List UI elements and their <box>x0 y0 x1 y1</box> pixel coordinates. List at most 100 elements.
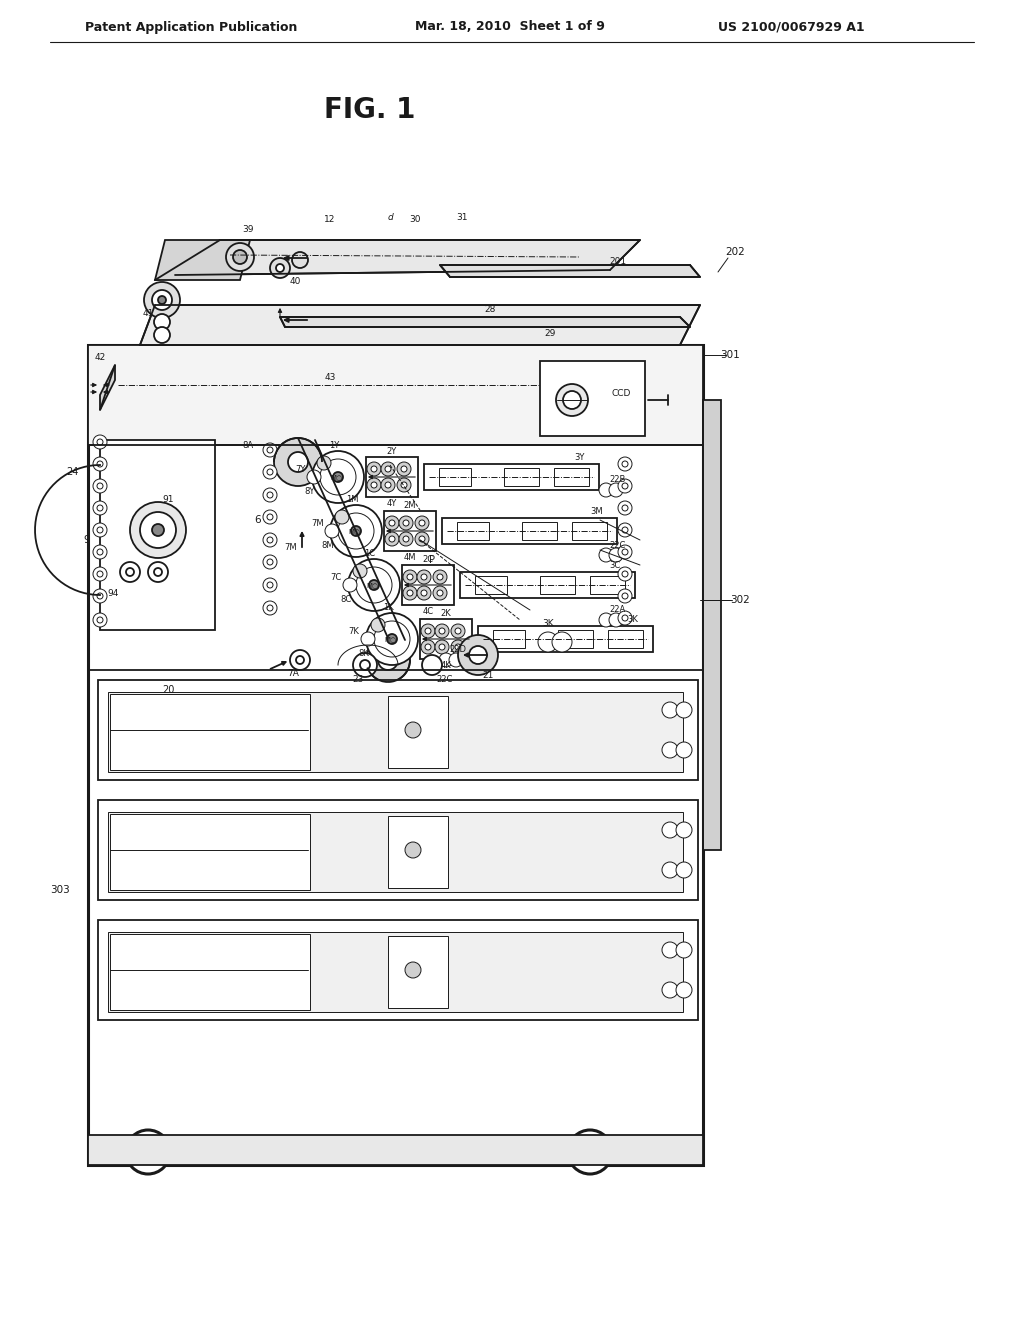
Circle shape <box>126 568 134 576</box>
Circle shape <box>371 466 377 473</box>
Circle shape <box>312 451 364 503</box>
Text: 30: 30 <box>410 215 421 224</box>
Circle shape <box>381 478 395 492</box>
Circle shape <box>458 635 498 675</box>
Text: 3Y: 3Y <box>573 453 584 462</box>
Circle shape <box>97 483 103 488</box>
Circle shape <box>369 579 379 590</box>
Text: 12: 12 <box>325 215 336 224</box>
Text: 20: 20 <box>162 685 174 696</box>
Circle shape <box>371 618 385 632</box>
Circle shape <box>415 532 429 546</box>
Circle shape <box>401 482 407 488</box>
Circle shape <box>618 502 632 515</box>
Text: M○: M○ <box>366 582 378 587</box>
Circle shape <box>97 549 103 554</box>
Polygon shape <box>140 305 700 345</box>
Bar <box>475 576 507 594</box>
Circle shape <box>360 660 370 671</box>
Circle shape <box>93 568 106 581</box>
Circle shape <box>330 506 382 557</box>
Circle shape <box>335 510 349 524</box>
Bar <box>366 457 418 498</box>
Circle shape <box>421 640 435 653</box>
Text: 1K: 1K <box>383 602 393 611</box>
Circle shape <box>421 624 435 638</box>
Bar <box>478 626 653 652</box>
Text: 41: 41 <box>142 309 154 318</box>
Circle shape <box>599 612 613 627</box>
Circle shape <box>618 479 632 492</box>
Circle shape <box>367 478 381 492</box>
Circle shape <box>406 962 421 978</box>
Circle shape <box>422 655 442 675</box>
Circle shape <box>469 645 487 664</box>
Text: 22D: 22D <box>450 645 467 655</box>
Circle shape <box>676 862 692 878</box>
Polygon shape <box>100 366 115 411</box>
Circle shape <box>152 290 172 310</box>
Circle shape <box>421 590 427 597</box>
Circle shape <box>374 620 410 657</box>
Circle shape <box>154 568 162 576</box>
Circle shape <box>437 574 443 579</box>
Circle shape <box>366 638 410 682</box>
Text: P: P <box>429 554 435 565</box>
Circle shape <box>622 615 628 620</box>
Circle shape <box>437 590 443 597</box>
Circle shape <box>451 624 465 638</box>
Bar <box>420 619 472 659</box>
Text: 1C: 1C <box>365 549 376 557</box>
Circle shape <box>93 545 106 558</box>
Circle shape <box>267 582 273 587</box>
Circle shape <box>618 545 632 558</box>
Circle shape <box>338 513 374 549</box>
Circle shape <box>93 436 106 449</box>
Text: 8Y: 8Y <box>305 487 315 496</box>
Text: 201: 201 <box>609 257 627 267</box>
Circle shape <box>367 462 381 477</box>
Text: 8C: 8C <box>340 595 351 605</box>
Circle shape <box>148 562 168 582</box>
Circle shape <box>353 564 367 578</box>
Circle shape <box>226 243 254 271</box>
Circle shape <box>433 586 447 601</box>
Circle shape <box>130 502 186 558</box>
Circle shape <box>267 447 273 453</box>
Circle shape <box>152 524 164 536</box>
Circle shape <box>267 492 273 498</box>
Circle shape <box>389 536 395 543</box>
Text: 23: 23 <box>352 676 364 685</box>
Circle shape <box>622 461 628 467</box>
Circle shape <box>93 502 106 515</box>
Text: 21: 21 <box>482 671 494 680</box>
Circle shape <box>288 451 308 473</box>
Text: 24: 24 <box>66 467 78 477</box>
Text: 1Y: 1Y <box>329 441 339 450</box>
Circle shape <box>348 558 400 611</box>
Text: 3M: 3M <box>591 507 603 516</box>
Circle shape <box>263 601 278 615</box>
Circle shape <box>618 523 632 537</box>
Circle shape <box>622 506 628 511</box>
Polygon shape <box>280 317 690 327</box>
Circle shape <box>97 461 103 467</box>
Text: 202: 202 <box>725 247 744 257</box>
Text: 7A: 7A <box>287 668 299 677</box>
Polygon shape <box>155 240 250 280</box>
Circle shape <box>618 589 632 603</box>
Bar <box>703 400 721 850</box>
Circle shape <box>371 482 377 488</box>
Bar <box>442 517 617 544</box>
Circle shape <box>435 640 449 653</box>
Circle shape <box>276 264 284 272</box>
Polygon shape <box>155 240 640 280</box>
Circle shape <box>97 527 103 533</box>
Text: 1M: 1M <box>346 495 358 503</box>
Text: 4C: 4C <box>423 606 433 615</box>
Circle shape <box>385 482 391 488</box>
Circle shape <box>415 516 429 531</box>
Circle shape <box>662 742 678 758</box>
Circle shape <box>154 314 170 330</box>
Circle shape <box>263 488 278 502</box>
